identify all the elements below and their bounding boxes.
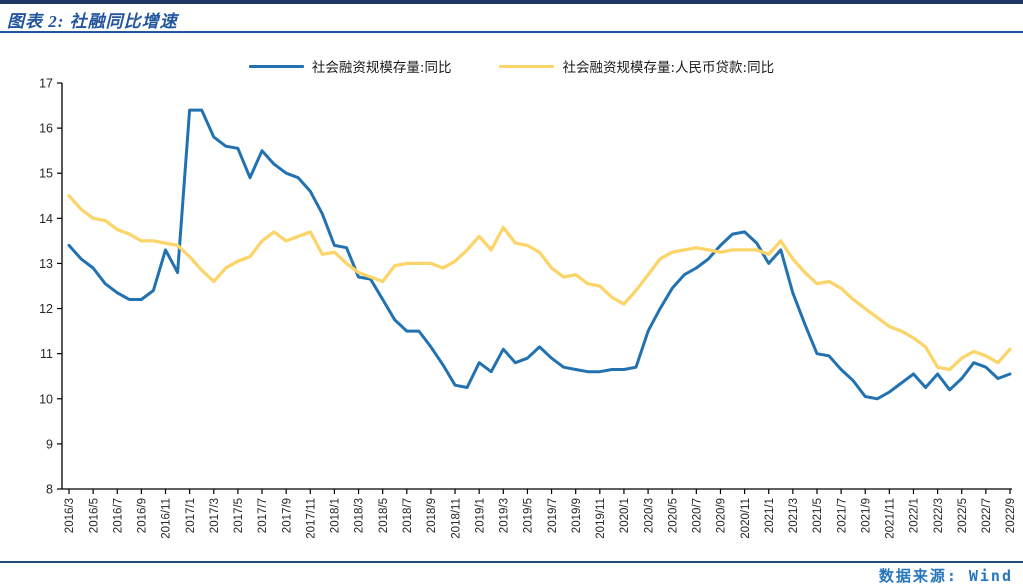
x-tick-label: 2020/5 xyxy=(667,498,679,533)
x-tick-label: 2017/3 xyxy=(209,498,221,533)
y-tick-label: 8 xyxy=(46,483,53,497)
x-tick-label: 2021/5 xyxy=(812,498,824,533)
chart-title: 图表 2: 社融同比增速 xyxy=(7,12,178,31)
x-tick-label: 2022/3 xyxy=(933,498,945,533)
y-tick-label: 14 xyxy=(39,212,53,226)
series-line-tsf-yoy xyxy=(67,108,1012,401)
x-tick-label: 2019/7 xyxy=(547,498,559,533)
x-tick-label: 2022/7 xyxy=(981,498,993,533)
x-tick-label: 2019/1 xyxy=(474,498,486,533)
legend-line-yellow-icon xyxy=(499,64,555,68)
legend-line-blue-icon xyxy=(248,64,304,68)
x-tick-label: 2020/9 xyxy=(716,498,728,533)
legend-label-rmb-loans-yoy: 社会融资规模存量:人民币贷款:同比 xyxy=(562,60,775,76)
x-tick-label: 2021/9 xyxy=(860,498,872,533)
x-tick-label: 2017/7 xyxy=(257,498,269,533)
x-tick-label: 2020/3 xyxy=(643,498,655,533)
y-tick-label: 11 xyxy=(40,347,53,361)
x-tick-label: 2017/11 xyxy=(305,498,317,539)
x-tick-label: 2016/9 xyxy=(137,498,149,533)
y-tick-label: 15 xyxy=(39,167,53,181)
x-tick-label: 2019/11 xyxy=(595,498,607,539)
x-tick-label: 2021/7 xyxy=(836,498,848,533)
x-tick-label: 2020/11 xyxy=(740,498,752,539)
x-tick-label: 2017/9 xyxy=(281,498,293,533)
legend-item-tsf-yoy: 社会融资规模存量:同比 xyxy=(248,56,452,76)
x-tick-label: 2022/9 xyxy=(1005,498,1017,533)
x-tick-label: 2016/5 xyxy=(88,498,100,533)
top-accent-bar xyxy=(0,0,1023,4)
x-tick-label: 2022/1 xyxy=(909,498,921,533)
x-tick-label: 2020/1 xyxy=(619,498,631,533)
x-tick-label: 2019/5 xyxy=(523,498,535,533)
x-tick-label: 2016/3 xyxy=(64,498,76,533)
x-tick-label: 2016/7 xyxy=(112,498,124,533)
x-tick-label: 2018/7 xyxy=(402,498,414,533)
x-tick-label: 2018/9 xyxy=(426,498,438,533)
y-tick-label: 16 xyxy=(39,122,53,136)
x-tick-label: 2017/1 xyxy=(185,498,197,533)
x-tick-label: 2022/5 xyxy=(957,498,969,533)
x-tick-label: 2021/1 xyxy=(764,498,776,533)
title-underline xyxy=(0,31,1023,33)
series-line-rmb-loans-yoy xyxy=(67,194,1012,372)
y-tick-label: 9 xyxy=(46,437,53,451)
y-tick-label: 12 xyxy=(39,302,53,316)
x-tick-label: 2017/5 xyxy=(233,498,245,533)
x-tick-label: 2021/3 xyxy=(788,498,800,533)
x-tick-label: 2018/11 xyxy=(450,498,462,539)
y-tick-label: 10 xyxy=(39,392,53,406)
x-tick-label: 2019/9 xyxy=(571,498,583,533)
x-tick-label: 2018/1 xyxy=(330,498,342,533)
chart-legend: 社会融资规模存量:同比 社会融资规模存量:人民币贷款:同比 xyxy=(0,56,1023,76)
legend-label-tsf-yoy: 社会融资规模存量:同比 xyxy=(311,60,452,76)
y-tick-label: 17 xyxy=(39,77,53,91)
y-tick-label: 13 xyxy=(39,257,53,271)
footer-rule xyxy=(0,561,1023,563)
x-tick-label: 2021/11 xyxy=(885,498,897,539)
x-tick-label: 2016/11 xyxy=(161,498,173,539)
x-tick-label: 2018/3 xyxy=(354,498,366,533)
legend-item-rmb-loans-yoy: 社会融资规模存量:人民币贷款:同比 xyxy=(499,56,774,76)
x-tick-label: 2020/7 xyxy=(692,498,704,533)
x-tick-label: 2019/3 xyxy=(499,498,511,533)
x-tick-label: 2018/5 xyxy=(378,498,390,533)
data-source-label: 数据来源: Wind xyxy=(878,567,1013,585)
